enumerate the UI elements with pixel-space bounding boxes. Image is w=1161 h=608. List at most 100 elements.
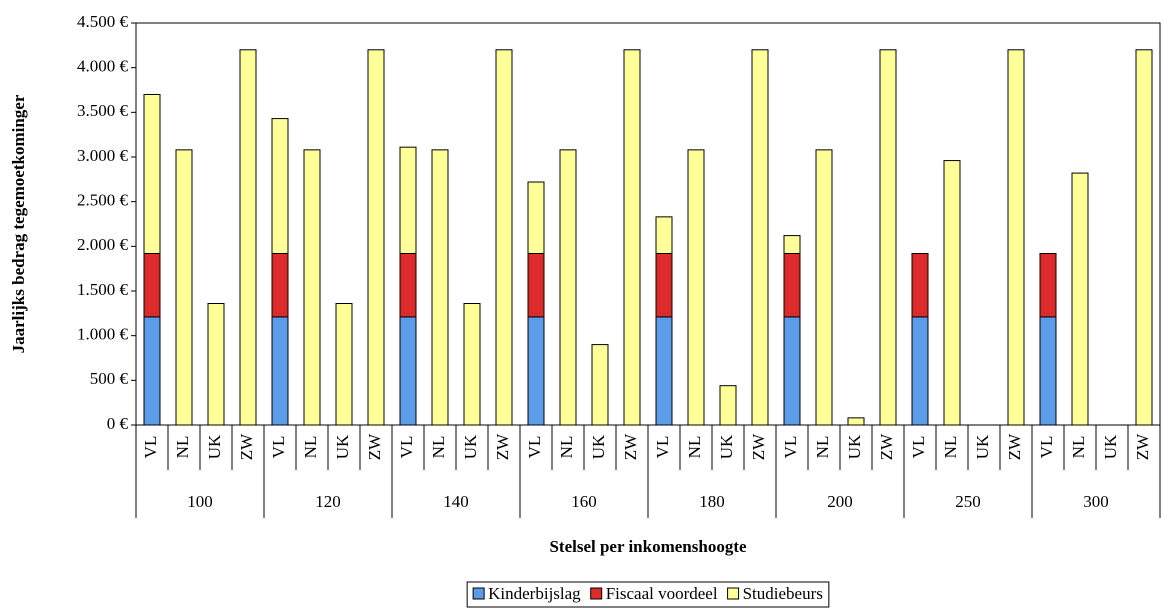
group-label: 100 <box>187 492 213 511</box>
x-tick-label: UK <box>333 434 352 459</box>
group-label: 120 <box>315 492 341 511</box>
bar-segment <box>1135 49 1153 426</box>
y-tick-label: 3.000 € <box>77 146 129 165</box>
x-tick-label: ZW <box>493 433 512 460</box>
x-tick-label: VL <box>909 436 928 459</box>
y-tick-label: 1.500 € <box>77 280 129 299</box>
legend-label: Fiscaal voordeel <box>606 584 718 603</box>
bar-segment <box>783 235 801 254</box>
bar-segment <box>399 146 417 254</box>
legend-frame <box>466 581 830 608</box>
bar-segment <box>719 385 737 426</box>
bar-segment <box>239 49 257 426</box>
x-tick-label: ZW <box>1005 433 1024 460</box>
bar-segment <box>335 303 353 426</box>
bar-segment <box>943 160 961 426</box>
y-tick-label: 4.000 € <box>77 57 129 76</box>
bar-segment <box>815 149 833 426</box>
bar-segment <box>271 118 289 254</box>
x-tick-label: NL <box>301 436 320 459</box>
x-tick-label: VL <box>141 436 160 459</box>
legend-swatch <box>727 587 740 600</box>
bar-segment <box>655 216 673 254</box>
bar-segment <box>367 49 385 426</box>
bar-segment <box>527 316 545 426</box>
x-tick-label: VL <box>525 436 544 459</box>
bar-segment <box>687 149 705 426</box>
x-tick-label: UK <box>845 434 864 459</box>
bar-segment <box>911 252 929 318</box>
bar-segment <box>143 316 161 426</box>
x-tick-label: NL <box>429 436 448 459</box>
y-tick-label: 0 € <box>107 414 129 433</box>
group-label: 160 <box>571 492 597 511</box>
x-tick-label: NL <box>685 436 704 459</box>
x-tick-label: UK <box>973 434 992 459</box>
group-label: 180 <box>699 492 725 511</box>
legend-swatch <box>590 587 603 600</box>
bar-segment <box>1071 172 1089 426</box>
x-tick-label: UK <box>589 434 608 459</box>
x-tick-label: UK <box>717 434 736 459</box>
x-tick-label: VL <box>397 436 416 459</box>
y-axis-title: Jaarlijks bedrag tegemoetkominger <box>9 94 28 353</box>
bar-segment <box>143 252 161 318</box>
bar-segment <box>1039 316 1057 426</box>
bar-segment <box>751 49 769 426</box>
x-tick-label: ZW <box>1133 433 1152 460</box>
bar-segment <box>783 252 801 318</box>
bar-segment <box>527 181 545 254</box>
bar-segment <box>399 316 417 426</box>
bar-segment <box>655 316 673 426</box>
y-tick-label: 4.500 € <box>77 12 129 31</box>
bar-segment <box>303 149 321 426</box>
bar-segment <box>591 344 609 426</box>
legend-label: Kinderbijslag <box>488 584 581 603</box>
x-tick-label: NL <box>173 436 192 459</box>
y-tick-label: 2.500 € <box>77 191 129 210</box>
x-tick-label: VL <box>269 436 288 459</box>
bar-segment <box>879 49 897 426</box>
legend-label: Studiebeurs <box>743 584 823 603</box>
x-tick-label: UK <box>205 434 224 459</box>
y-tick-label: 3.500 € <box>77 101 129 120</box>
x-tick-label: ZW <box>237 433 256 460</box>
x-tick-label: ZW <box>365 433 384 460</box>
group-label: 300 <box>1083 492 1109 511</box>
group-label: 200 <box>827 492 853 511</box>
bar-segment <box>623 49 641 426</box>
group-label: 140 <box>443 492 469 511</box>
bar-segment <box>1039 252 1057 318</box>
bar-segment <box>495 49 513 426</box>
bar-segment <box>559 149 577 426</box>
x-tick-label: NL <box>941 436 960 459</box>
bar-segment <box>399 252 417 318</box>
bar-segment <box>847 417 865 426</box>
bar-segment <box>463 303 481 426</box>
x-tick-label: NL <box>1069 436 1088 459</box>
bar-segment <box>143 93 161 254</box>
x-tick-label: NL <box>813 436 832 459</box>
x-tick-label: NL <box>557 436 576 459</box>
bar-segment <box>431 149 449 426</box>
x-tick-label: VL <box>781 436 800 459</box>
x-tick-label: UK <box>1101 434 1120 459</box>
bar-segment <box>527 252 545 318</box>
bar-segment <box>271 316 289 426</box>
bar-segment <box>911 316 929 426</box>
x-tick-label: ZW <box>877 433 896 460</box>
x-tick-label: VL <box>653 436 672 459</box>
y-tick-label: 500 € <box>90 369 129 388</box>
bar-segment <box>655 252 673 318</box>
y-tick-label: 2.000 € <box>77 235 129 254</box>
bar-segment <box>783 316 801 426</box>
group-label: 250 <box>955 492 981 511</box>
legend-swatch <box>472 587 485 600</box>
x-tick-label: ZW <box>621 433 640 460</box>
plot-frame <box>135 22 1161 426</box>
x-axis-title: Stelsel per inkomenshoogte <box>549 537 747 556</box>
x-tick-label: UK <box>461 434 480 459</box>
bar-segment <box>207 303 225 426</box>
